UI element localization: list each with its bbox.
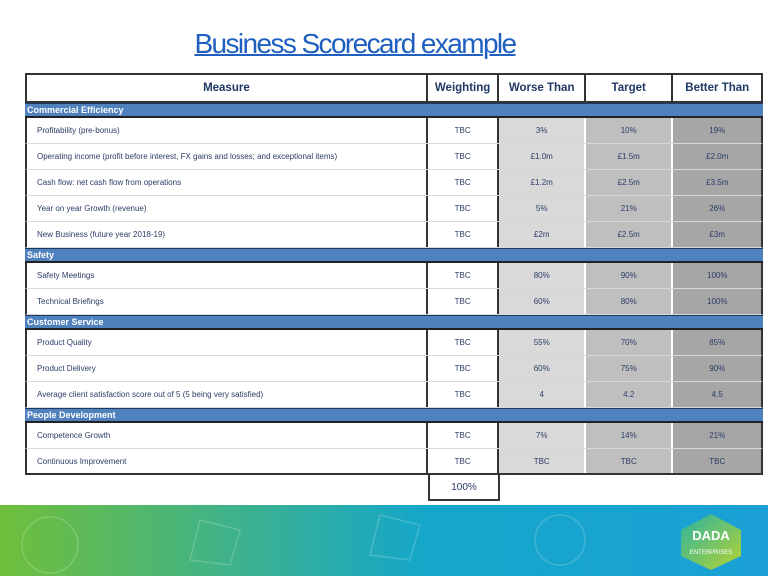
table-header: Measure Weighting Worse Than Target Bett… [25, 73, 763, 103]
cell-better-than: 100% [673, 263, 761, 288]
section-header: Commercial Efficiency [25, 103, 763, 118]
cell-worse-than: 60% [499, 356, 586, 381]
cell-measure: Technical Briefings [27, 289, 428, 314]
page-title: Business Scorecard example [194, 28, 517, 59]
cell-target: 80% [585, 289, 674, 314]
cell-measure: Product Delivery [27, 356, 428, 381]
cell-target: £2.5m [585, 170, 674, 195]
cell-better-than: 4.5 [673, 382, 761, 407]
cell-worse-than: £1.2m [499, 170, 586, 195]
cell-worse-than: 80% [499, 263, 586, 288]
table-row: Competence Growth TBC 7% 14% 21% [25, 423, 763, 449]
cell-better-than: £2.0m [673, 144, 761, 169]
cell-measure: Cash flow: net cash flow from operations [27, 170, 428, 195]
cell-measure: Safety Meetings [27, 263, 428, 288]
cell-weighting: TBC [428, 423, 500, 448]
section-header: People Development [25, 408, 763, 423]
banner-pattern [21, 514, 586, 574]
header-measure: Measure [27, 75, 428, 101]
cell-measure: Continuous Improvement [27, 449, 428, 473]
cell-weighting: TBC [428, 144, 500, 169]
table-row: New Business (future year 2018-19) TBC £2m… [25, 222, 763, 248]
cell-target: TBC [585, 449, 674, 473]
table-row: Year on year Growth (revenue) TBC 5% 21% 26% [25, 196, 763, 222]
cell-measure: Average client satisfaction score out of… [27, 382, 428, 407]
cell-better-than: 85% [673, 330, 761, 355]
cell-target: £2.5m [585, 222, 674, 247]
cell-target: 75% [585, 356, 674, 381]
scorecard-table: Measure Weighting Worse Than Target Bett… [25, 73, 763, 501]
cell-target: 10% [585, 118, 674, 143]
svg-text:DADA: DADA [692, 528, 730, 543]
cell-weighting: TBC [428, 118, 500, 143]
cell-worse-than: 4 [499, 382, 586, 407]
cell-measure: New Business (future year 2018-19) [27, 222, 428, 247]
cell-target: 14% [585, 423, 674, 448]
cell-weighting: TBC [428, 170, 500, 195]
total-weighting: 100% [428, 475, 500, 501]
cell-better-than: 100% [673, 289, 761, 314]
table-row: Safety Meetings TBC 80% 90% 100% [25, 263, 763, 289]
table-row: Operating income (profit before interest… [25, 144, 763, 170]
table-row: Cash flow: net cash flow from operations… [25, 170, 763, 196]
footer-banner [0, 505, 768, 576]
cell-better-than: TBC [673, 449, 761, 473]
cell-target: 90% [585, 263, 674, 288]
cell-measure: Profitability (pre-bonus) [27, 118, 428, 143]
cell-worse-than: 7% [499, 423, 586, 448]
cell-weighting: TBC [428, 222, 500, 247]
cell-weighting: TBC [428, 289, 500, 314]
cell-measure: Year on year Growth (revenue) [27, 196, 428, 221]
table-row: Product Quality TBC 55% 70% 85% [25, 330, 763, 356]
cell-measure: Operating income (profit before interest… [27, 144, 428, 169]
header-target: Target [585, 75, 674, 101]
cell-better-than: 21% [673, 423, 761, 448]
cell-measure: Competence Growth [27, 423, 428, 448]
dada-enterprises-logo: DADA ENTERPRISES [681, 514, 741, 570]
table-row: Average client satisfaction score out of… [25, 382, 763, 408]
cell-better-than: 26% [673, 196, 761, 221]
cell-weighting: TBC [428, 330, 500, 355]
cell-worse-than: 60% [499, 289, 586, 314]
header-better-than: Better Than [673, 75, 761, 101]
header-weighting: Weighting [427, 75, 500, 101]
cell-better-than: 90% [673, 356, 761, 381]
table-row: Technical Briefings TBC 60% 80% 100% [25, 289, 763, 315]
cell-worse-than: £2m [499, 222, 586, 247]
cell-better-than: £3m [673, 222, 761, 247]
cell-target: 21% [585, 196, 674, 221]
cell-weighting: TBC [428, 196, 500, 221]
table-row: Product Delivery TBC 60% 75% 90% [25, 356, 763, 382]
cell-weighting: TBC [428, 263, 500, 288]
cell-target: 4.2 [585, 382, 674, 407]
table-row: Profitability (pre-bonus) TBC 3% 10% 19% [25, 118, 763, 144]
cell-worse-than: £1.0m [499, 144, 586, 169]
cell-target: £1.5m [585, 144, 674, 169]
cell-target: 70% [585, 330, 674, 355]
cell-better-than: £3.5m [673, 170, 761, 195]
svg-text:ENTERPRISES: ENTERPRISES [690, 550, 732, 556]
cell-weighting: TBC [428, 382, 500, 407]
cell-weighting: TBC [428, 356, 500, 381]
table-row: Continuous Improvement TBC TBC TBC TBC [25, 449, 763, 475]
cell-weighting: TBC [428, 449, 500, 473]
section-header: Customer Service [25, 315, 763, 330]
cell-worse-than: 5% [499, 196, 586, 221]
cell-worse-than: 55% [499, 330, 586, 355]
header-worse-than: Worse Than [499, 75, 586, 101]
cell-worse-than: 3% [499, 118, 586, 143]
cell-measure: Product Quality [27, 330, 428, 355]
section-header: Safety [25, 248, 763, 263]
cell-worse-than: TBC [499, 449, 586, 473]
cell-better-than: 19% [673, 118, 761, 143]
